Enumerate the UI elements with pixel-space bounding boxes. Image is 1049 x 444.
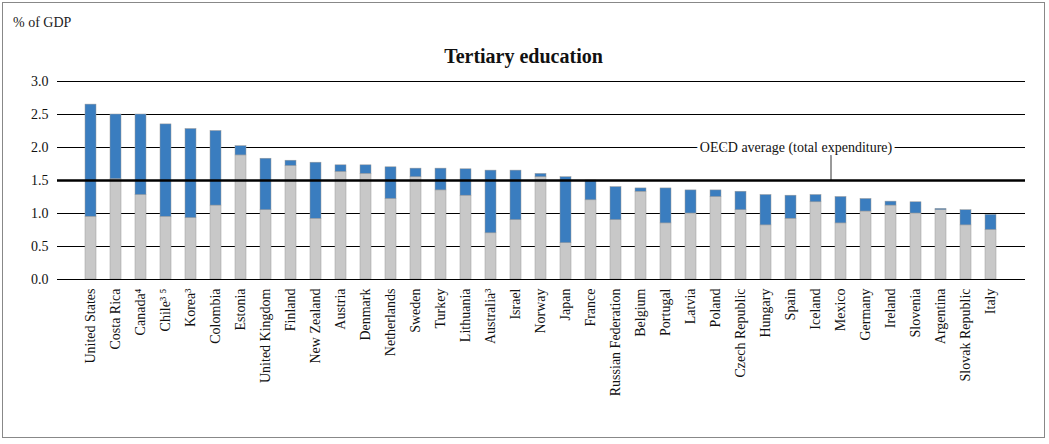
svg-text:Australia³: Australia³ xyxy=(483,289,498,345)
svg-text:Italy: Italy xyxy=(983,289,998,315)
svg-text:Austria: Austria xyxy=(333,288,348,330)
svg-text:Slovenia: Slovenia xyxy=(908,288,923,338)
svg-text:Portugal: Portugal xyxy=(658,288,673,336)
svg-text:Russian Federation: Russian Federation xyxy=(608,289,623,397)
svg-text:Turkey: Turkey xyxy=(433,289,448,329)
svg-text:Lithuania: Lithuania xyxy=(458,288,473,342)
svg-text:3.0: 3.0 xyxy=(31,74,49,89)
svg-text:Hungary: Hungary xyxy=(758,289,773,338)
svg-text:2.0: 2.0 xyxy=(31,140,49,155)
svg-text:1.0: 1.0 xyxy=(31,206,49,221)
svg-text:Korea³: Korea³ xyxy=(183,289,198,327)
svg-text:Israel: Israel xyxy=(508,288,523,319)
svg-text:OECD average (total expenditur: OECD average (total expenditure) xyxy=(700,140,893,156)
svg-text:United Kingdom: United Kingdom xyxy=(258,288,273,383)
svg-text:Japan: Japan xyxy=(558,289,573,321)
svg-text:Latvia: Latvia xyxy=(683,288,698,325)
svg-text:Argentina: Argentina xyxy=(933,288,948,345)
svg-text:Spain: Spain xyxy=(783,289,798,321)
svg-text:New Zealand: New Zealand xyxy=(308,289,323,364)
svg-text:Estonia: Estonia xyxy=(233,288,248,331)
svg-text:Chile³ ⁵: Chile³ ⁵ xyxy=(158,288,173,331)
svg-text:Costa Rica: Costa Rica xyxy=(108,288,123,350)
svg-text:2.5: 2.5 xyxy=(31,107,49,122)
svg-text:Finland: Finland xyxy=(283,289,298,332)
svg-text:France: France xyxy=(583,289,598,327)
svg-text:Belgium: Belgium xyxy=(633,288,648,336)
svg-text:Czech Republic: Czech Republic xyxy=(733,289,748,378)
svg-text:Poland: Poland xyxy=(708,289,723,328)
svg-text:Germany: Germany xyxy=(858,289,873,341)
svg-text:Slovak Republic: Slovak Republic xyxy=(958,289,973,382)
svg-text:Iceland: Iceland xyxy=(808,289,823,330)
svg-text:Sweden: Sweden xyxy=(408,289,423,333)
svg-text:0.5: 0.5 xyxy=(31,239,49,254)
svg-text:Canada⁴: Canada⁴ xyxy=(133,288,148,335)
svg-text:Ireland: Ireland xyxy=(883,289,898,329)
svg-text:Norway: Norway xyxy=(533,289,548,334)
svg-text:Netherlands: Netherlands xyxy=(383,289,398,357)
html-text:% of GDP: % of GDP xyxy=(13,15,72,30)
svg-text:Denmark: Denmark xyxy=(358,289,373,341)
svg-text:Colombia: Colombia xyxy=(208,288,223,344)
html-text:Tertiary education: Tertiary education xyxy=(444,45,603,67)
svg-text:0.0: 0.0 xyxy=(31,272,49,287)
svg-text:United States: United States xyxy=(83,289,98,364)
svg-text:Mexico: Mexico xyxy=(833,289,848,332)
svg-text:1.5: 1.5 xyxy=(31,173,49,188)
